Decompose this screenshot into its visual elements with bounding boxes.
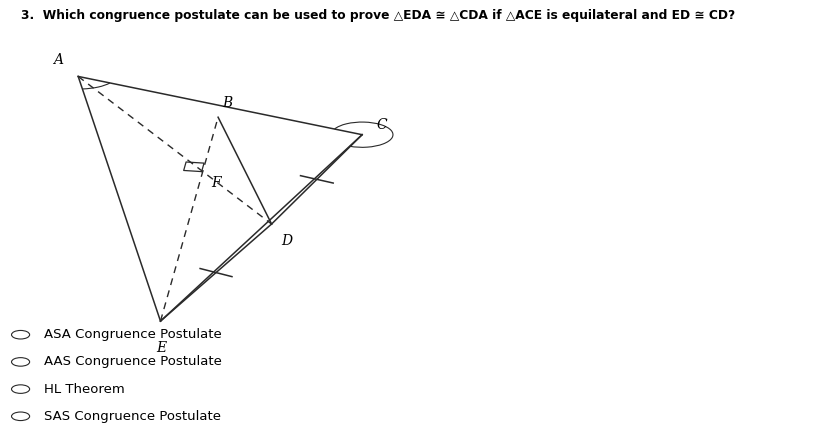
Text: B: B (222, 96, 232, 110)
Text: C: C (377, 118, 388, 132)
Text: ASA Congruence Postulate: ASA Congruence Postulate (44, 328, 221, 341)
Text: D: D (281, 234, 293, 248)
Text: SAS Congruence Postulate: SAS Congruence Postulate (44, 410, 221, 423)
Text: HL Theorem: HL Theorem (44, 383, 124, 396)
Text: F: F (212, 176, 221, 190)
Text: A: A (53, 53, 63, 67)
Text: E: E (156, 340, 166, 354)
Text: 3.  Which congruence postulate can be used to prove △EDA ≅ △CDA if △ACE is equil: 3. Which congruence postulate can be use… (21, 9, 735, 23)
Text: AAS Congruence Postulate: AAS Congruence Postulate (44, 355, 221, 368)
